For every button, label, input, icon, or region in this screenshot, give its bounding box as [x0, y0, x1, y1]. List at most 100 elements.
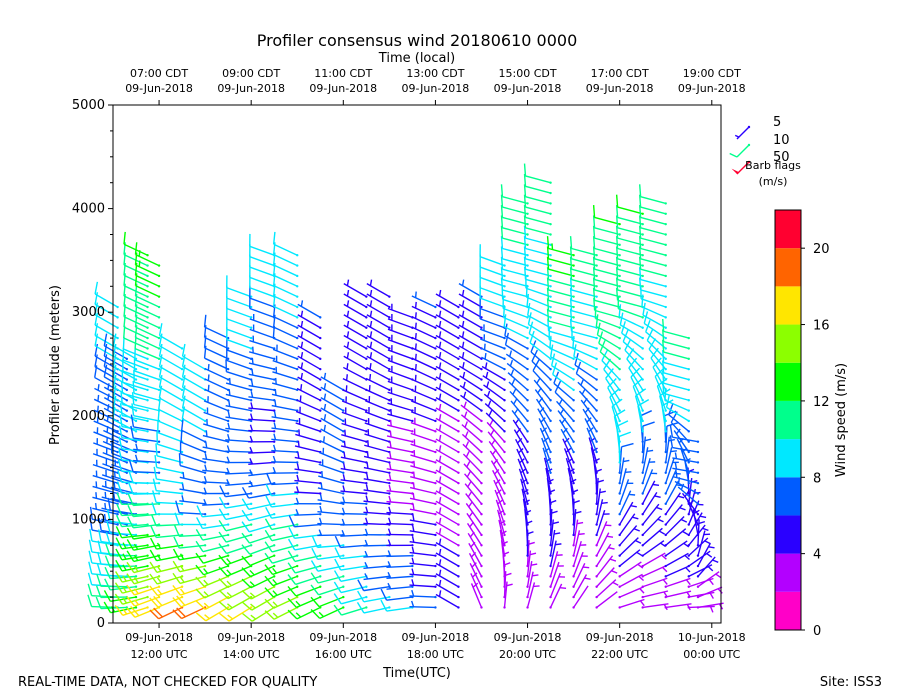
barb-shaft: [225, 472, 252, 475]
top-tick-label-date: 09-Jun-2018: [125, 82, 193, 95]
barb-half: [675, 428, 681, 435]
barb-half: [677, 495, 685, 499]
barb-full: [264, 564, 274, 575]
wind-barb: [126, 584, 161, 596]
wind-barb: [134, 242, 161, 267]
x-tick-label-time: 16:00 UTC: [315, 648, 372, 661]
wind-barb: [526, 293, 552, 319]
barb-shaft: [273, 596, 298, 609]
wind-barb: [664, 565, 691, 578]
wind-barb: [638, 236, 667, 257]
wind-barb: [638, 277, 667, 298]
barb-half: [438, 320, 442, 328]
barb-base: [595, 254, 598, 257]
wind-barb: [340, 507, 368, 516]
wind-barb: [195, 606, 230, 622]
barb-half: [205, 430, 208, 437]
barb-full: [152, 490, 157, 503]
barb-shaft: [225, 513, 252, 521]
colorbar-bin: [775, 400, 801, 440]
barb-base: [134, 388, 138, 392]
barb-full: [523, 194, 527, 208]
barb-half: [553, 532, 561, 535]
barb-shaft: [665, 552, 689, 567]
wind-barb: [366, 341, 391, 361]
barb-half: [122, 586, 127, 593]
barb-base: [549, 388, 552, 392]
barb-shaft: [94, 324, 118, 339]
top-tick-label-time: 11:00 CDT: [314, 67, 372, 80]
barb-base: [157, 440, 161, 443]
barb-full: [527, 302, 531, 316]
barb-half: [486, 390, 491, 398]
barb-shaft: [642, 492, 658, 515]
barb-shaft: [526, 560, 533, 587]
wind-barb: [366, 363, 391, 381]
barb-base: [226, 357, 230, 361]
barb-shaft: [509, 390, 529, 412]
barb-base: [641, 481, 644, 485]
barb-base: [342, 471, 345, 474]
barb-shaft: [386, 511, 413, 515]
barb-half: [227, 411, 231, 418]
wind-barb: [460, 401, 483, 423]
barb-base: [249, 533, 253, 537]
barb-full: [638, 236, 642, 249]
barb-shaft: [273, 326, 298, 339]
barb-shaft: [226, 371, 252, 381]
barb-shaft: [521, 488, 529, 515]
barb-shaft: [411, 357, 436, 370]
barb-shaft: [458, 365, 482, 381]
barb-half: [463, 401, 467, 408]
barb-shaft: [571, 289, 597, 298]
wind-barb: [435, 497, 460, 516]
wind-barb: [500, 184, 529, 205]
wind-barb: [569, 318, 598, 340]
wind-barb: [103, 364, 129, 392]
barb-shaft: [526, 571, 534, 598]
barb-base: [273, 502, 276, 506]
barb-shaft: [626, 358, 644, 380]
wind-barb: [617, 296, 644, 319]
barb-shaft: [271, 393, 298, 401]
barb-shaft: [532, 370, 552, 391]
barb-half: [550, 499, 557, 504]
wind-barb: [94, 281, 119, 309]
barb-half: [464, 421, 468, 428]
wind-barb: [594, 306, 621, 329]
barb-base: [203, 471, 207, 474]
barb-shaft: [572, 508, 577, 535]
barb-half: [438, 548, 442, 556]
x-tick-label-date: 09-Jun-2018: [309, 631, 377, 644]
barb-base: [526, 243, 529, 247]
barb-shaft: [506, 362, 528, 381]
barb-base: [549, 585, 552, 588]
barb-shaft: [156, 455, 183, 464]
barb-base: [411, 419, 414, 423]
barb-base: [434, 492, 437, 495]
top-tick-label-date: 09-Jun-2018: [586, 82, 654, 95]
barb-shaft: [343, 345, 367, 360]
barb-shaft: [409, 497, 436, 505]
barb-half: [122, 597, 128, 604]
wind-barb: [687, 564, 714, 578]
barb-base: [549, 378, 552, 381]
barb-shaft: [688, 577, 714, 588]
barb-full: [334, 535, 342, 548]
barb-half: [318, 529, 323, 536]
barb-half: [107, 383, 110, 390]
barb-base: [146, 440, 149, 443]
barb-half: [639, 588, 645, 594]
barb-shaft: [665, 426, 668, 453]
barb-shaft: [665, 603, 692, 609]
barb-shaft: [558, 419, 575, 443]
barb-shaft: [182, 355, 206, 370]
barb-full: [662, 370, 665, 384]
barb-shaft: [343, 293, 367, 308]
barb-full: [265, 495, 273, 508]
top-tick-label-date: 09-Jun-2018: [678, 82, 746, 95]
barb-base: [434, 336, 437, 340]
barb-full: [569, 318, 573, 332]
wind-barb: [500, 204, 529, 226]
barb-half: [272, 579, 278, 585]
